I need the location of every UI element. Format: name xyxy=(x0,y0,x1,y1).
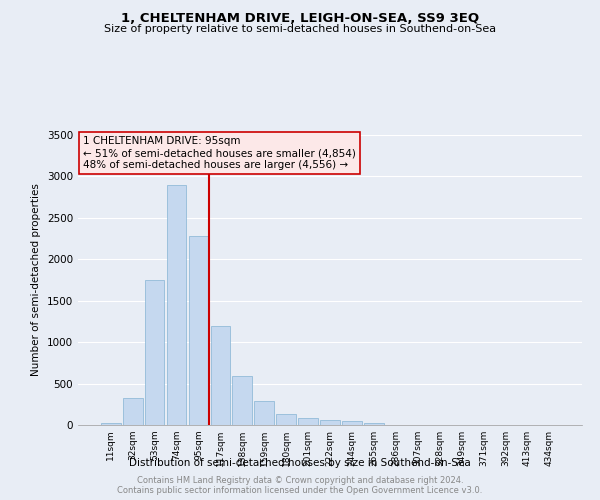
Bar xyxy=(123,398,143,425)
Text: Size of property relative to semi-detached houses in Southend-on-Sea: Size of property relative to semi-detach… xyxy=(104,24,496,34)
Bar xyxy=(320,420,340,425)
Bar xyxy=(364,423,384,425)
Bar xyxy=(211,326,230,425)
Text: 1 CHELTENHAM DRIVE: 95sqm
← 51% of semi-detached houses are smaller (4,854)
48% : 1 CHELTENHAM DRIVE: 95sqm ← 51% of semi-… xyxy=(83,136,356,170)
Y-axis label: Number of semi-detached properties: Number of semi-detached properties xyxy=(31,184,41,376)
Bar xyxy=(342,421,362,425)
Bar xyxy=(254,400,274,425)
Bar xyxy=(167,184,187,425)
Bar xyxy=(232,376,252,425)
Bar xyxy=(101,424,121,425)
Bar xyxy=(145,280,164,425)
Text: 1, CHELTENHAM DRIVE, LEIGH-ON-SEA, SS9 3EQ: 1, CHELTENHAM DRIVE, LEIGH-ON-SEA, SS9 3… xyxy=(121,12,479,26)
Bar xyxy=(188,236,208,425)
Text: Contains HM Land Registry data © Crown copyright and database right 2024.
Contai: Contains HM Land Registry data © Crown c… xyxy=(118,476,482,495)
Bar xyxy=(298,418,318,425)
Bar xyxy=(276,414,296,425)
Text: Distribution of semi-detached houses by size in Southend-on-Sea: Distribution of semi-detached houses by … xyxy=(129,458,471,468)
